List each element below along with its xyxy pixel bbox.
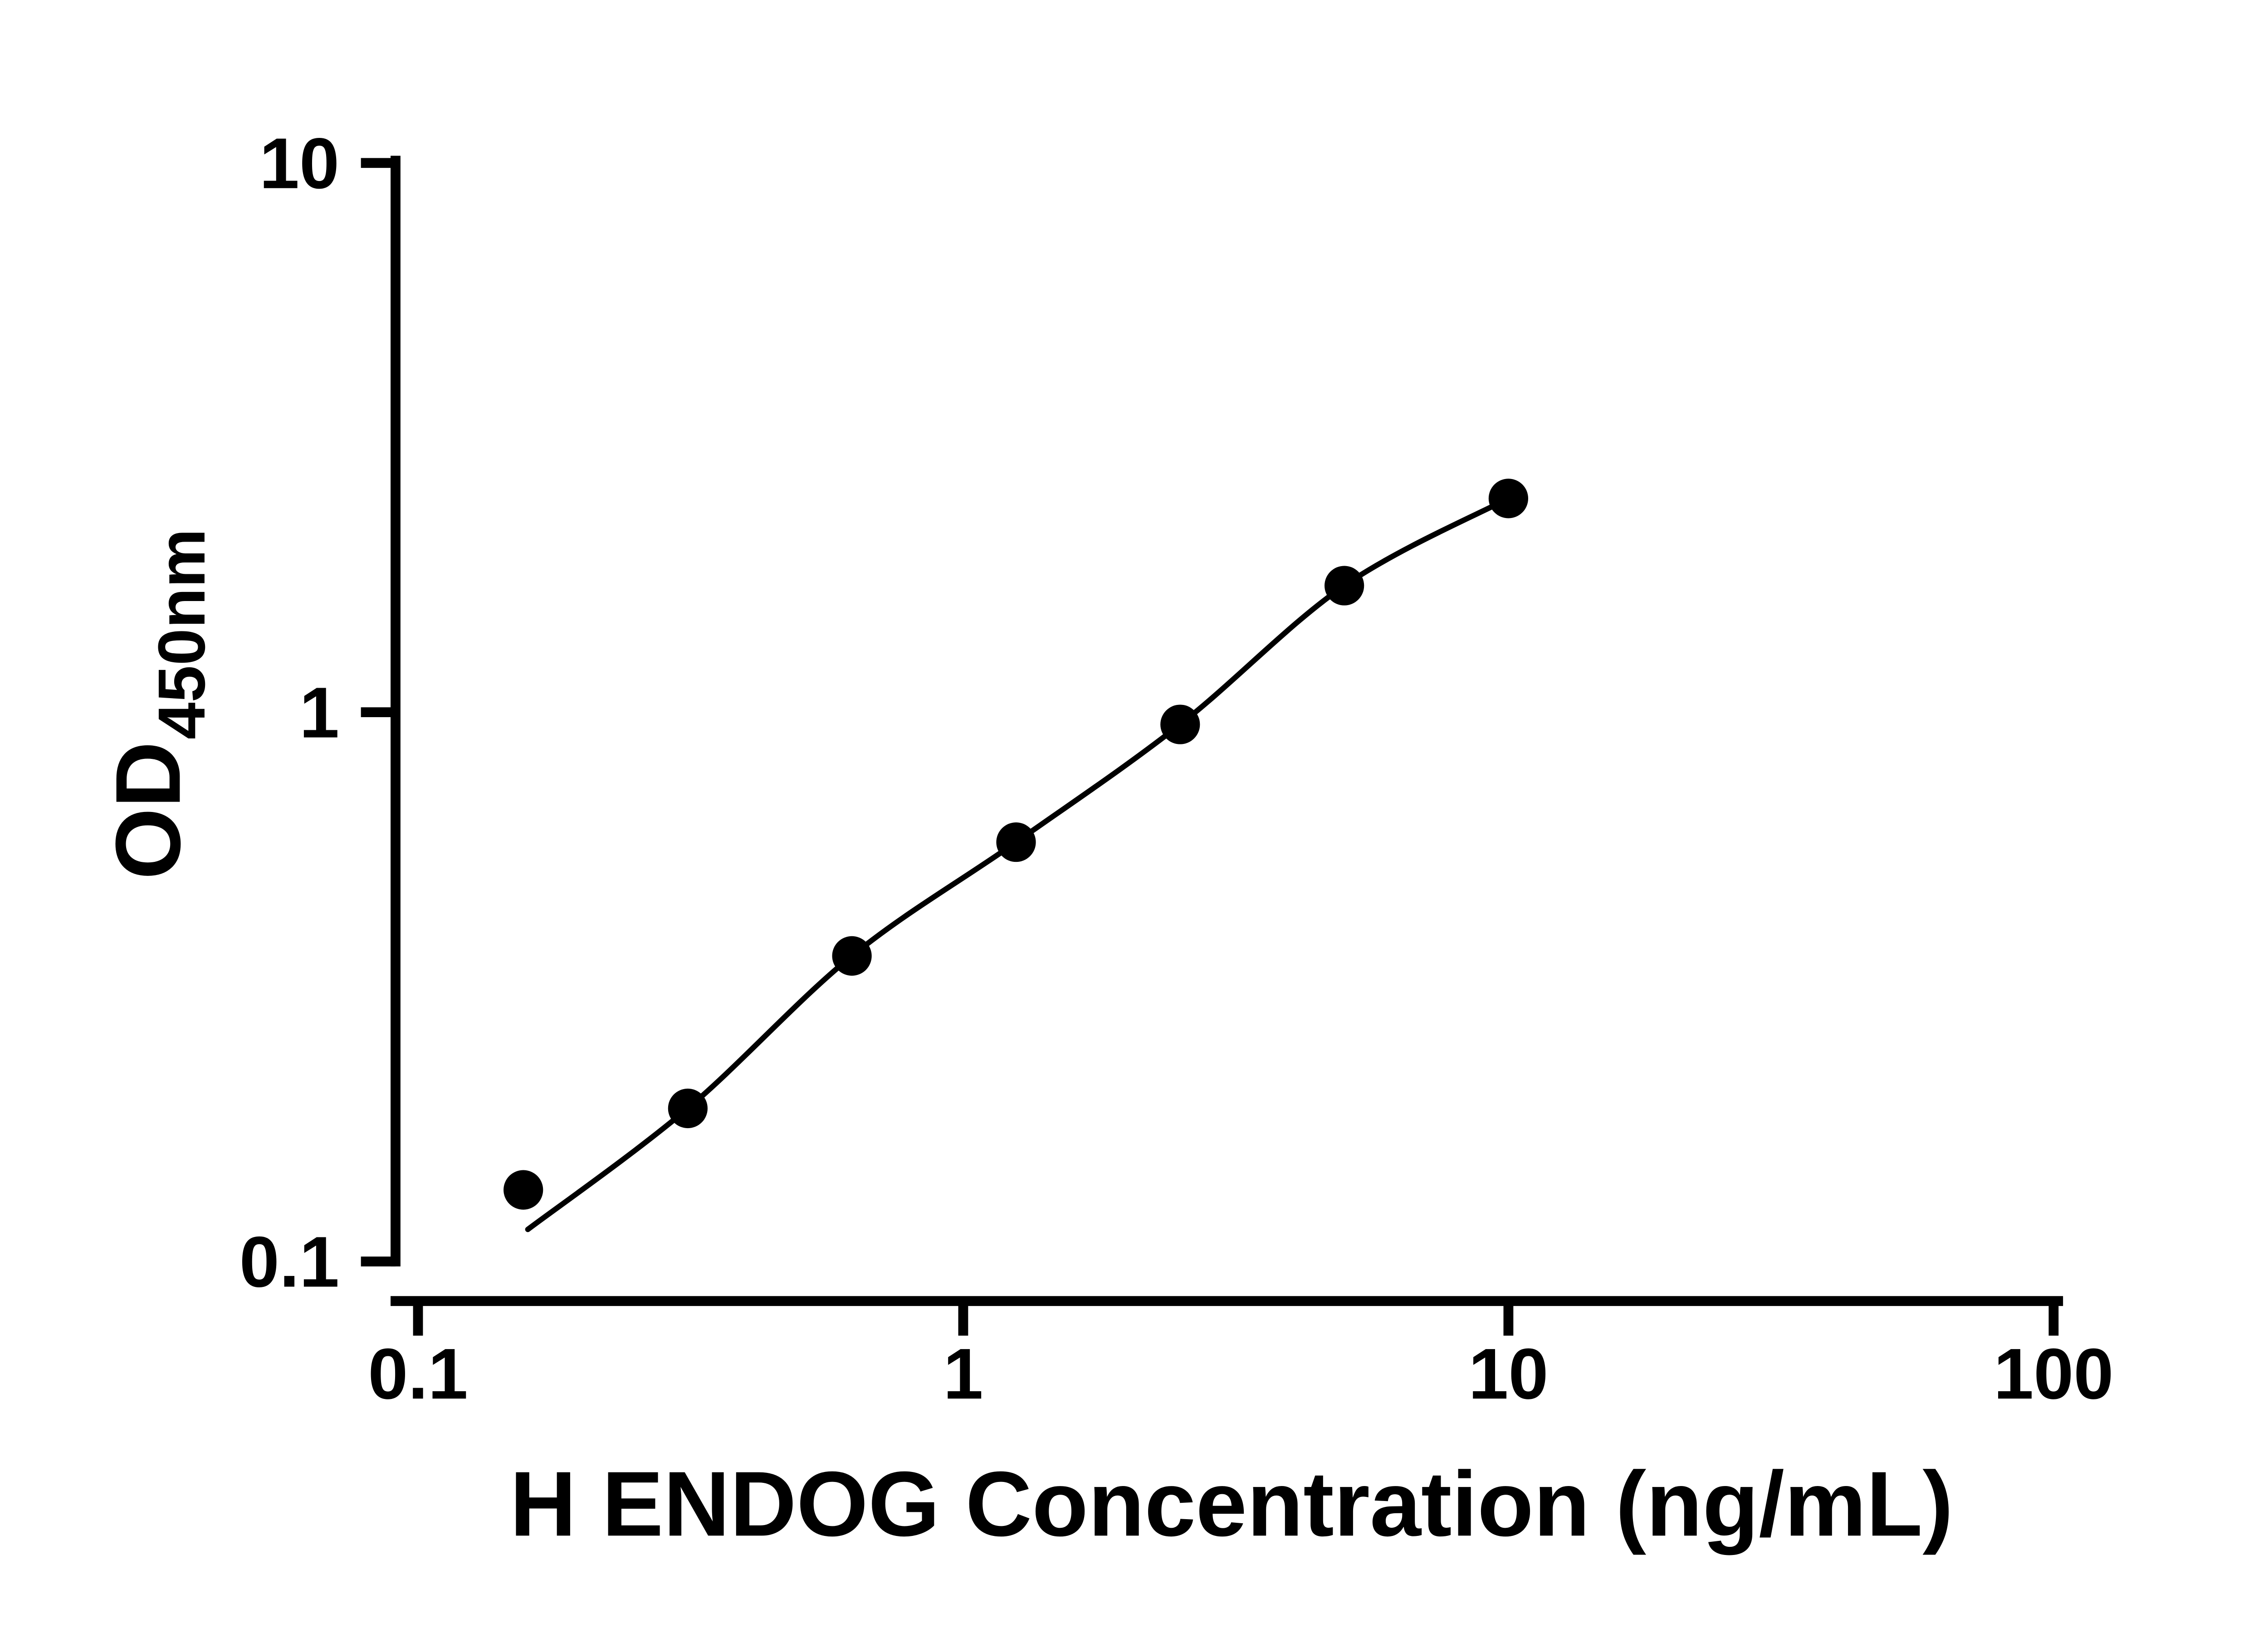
tick-marks (361, 158, 2059, 1336)
data-point (996, 822, 1036, 862)
x-axis-title: H ENDOG Concentration (ng/mL) (510, 1452, 1953, 1555)
x-tick-label: 1 (943, 1333, 983, 1414)
data-point (1488, 479, 1529, 518)
x-tick-label: 100 (1994, 1333, 2114, 1414)
y-tick-label: 1 (299, 672, 339, 753)
y-axis-title: OD 450nm (97, 528, 219, 880)
data-point (668, 1088, 708, 1129)
y-tick-label: 10 (259, 123, 339, 204)
tick-labels: 0.1 1 10 100 0.1 1 10 (240, 123, 2114, 1414)
y-axis-title-main: OD (97, 741, 200, 880)
x-tick-label: 10 (1468, 1333, 1548, 1414)
data-point (1160, 704, 1200, 744)
y-axis-title-subscript: 450nm (145, 528, 219, 739)
data-point (832, 936, 872, 976)
x-tick-label: 0.1 (368, 1333, 468, 1414)
axes (391, 156, 2063, 1306)
data-points (503, 479, 1529, 1210)
y-tick-label: 0.1 (240, 1221, 339, 1302)
data-point (503, 1170, 543, 1210)
data-point (1325, 566, 1364, 606)
